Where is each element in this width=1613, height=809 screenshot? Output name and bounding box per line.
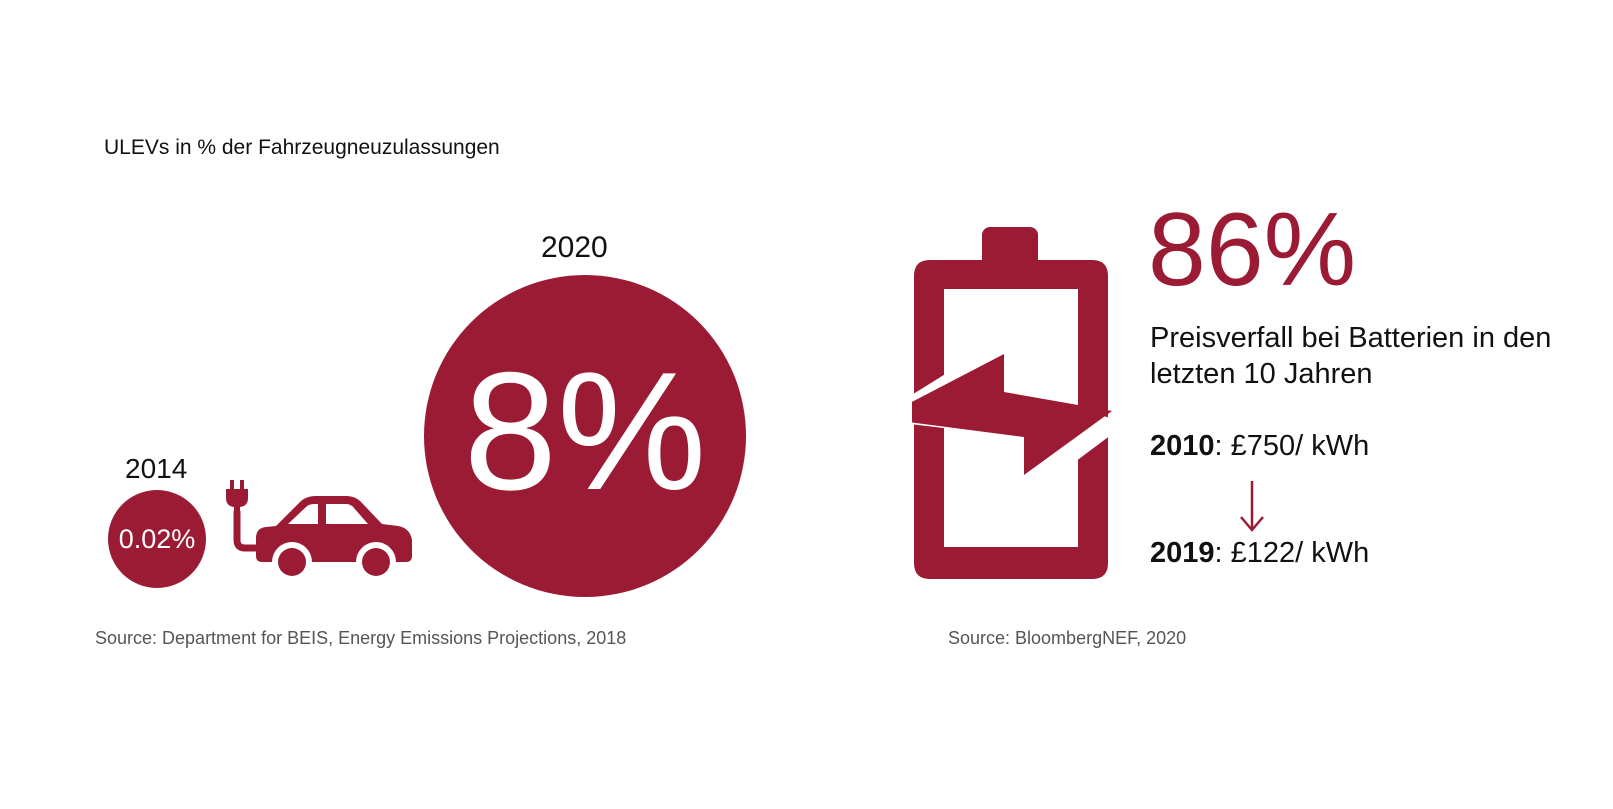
source-left: Source: Department for BEIS, Energy Emis…	[95, 628, 627, 648]
price-drop-percent: 86%	[1148, 192, 1357, 308]
price-row-value: : £122/ kWh	[1214, 537, 1370, 569]
year-2014-label: 2014	[125, 453, 188, 484]
price-row-2010: 2010: £750/ kWh	[1150, 430, 1369, 463]
year-2020-label: 2020	[541, 231, 608, 264]
price-row-year: 2019	[1150, 537, 1215, 569]
value-2020-circle: 8%	[424, 275, 746, 597]
arrow-down-icon	[1240, 481, 1264, 532]
price-row-value: : £750/ kWh	[1214, 430, 1370, 462]
value-2014-circle: 0.02%	[108, 490, 206, 588]
battery-lightning-icon	[912, 227, 1117, 579]
price-row-2019: 2019: £122/ kWh	[1150, 537, 1369, 570]
price-drop-subtitle: Preisverfall bei Batterien in den letzte…	[1150, 322, 1552, 390]
infographic-title: ULEVs in % der Fahrzeugneuzulassungen	[104, 136, 500, 159]
source-right: Source: BloombergNEF, 2020	[948, 628, 1187, 648]
electric-car-plug-icon	[226, 480, 412, 582]
value-2014-text: 0.02%	[118, 523, 196, 554]
price-row-year: 2010	[1150, 430, 1215, 462]
value-2020-text: 8%	[463, 337, 707, 525]
